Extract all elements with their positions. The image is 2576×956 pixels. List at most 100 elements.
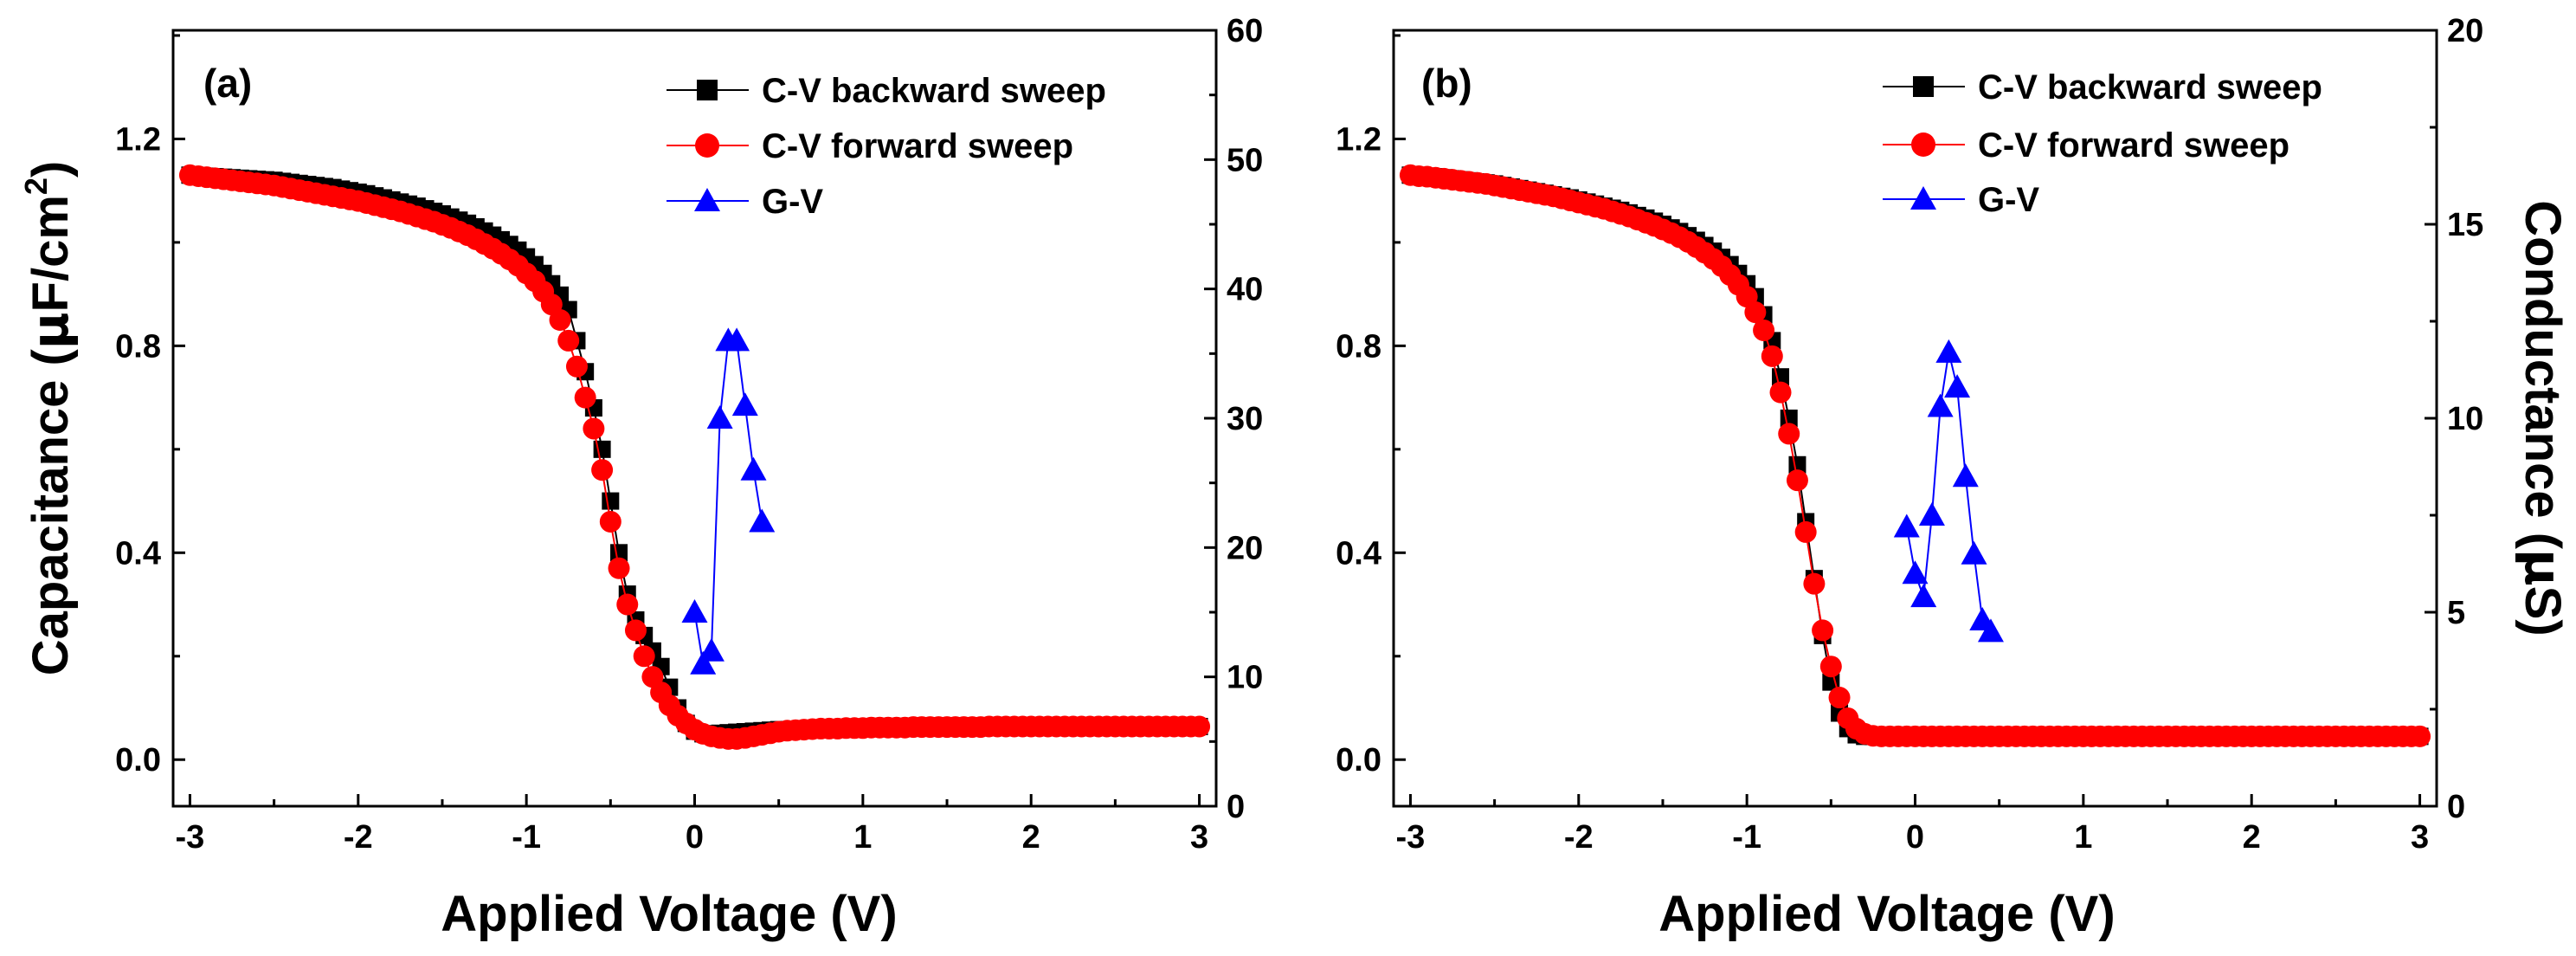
panel-a-data-point-forward: [633, 645, 655, 668]
panel-a-data-point-gv: [749, 508, 776, 533]
panel-a-x-tick-label: 1: [853, 819, 872, 856]
panel-a-legend-label-forward: C-V forward sweep: [762, 127, 1073, 165]
panel-b-series-line-backward: [1410, 174, 2420, 738]
panel-b-ticks-layer: -3 -2 -1 0 1 2 3 0.0 0.4 0.8 1.2 0 5 10 15 20: [1336, 13, 2483, 856]
panel-b-y-tick-label: 0.4: [1336, 535, 1381, 572]
panel-a-legend-item-gv: G-V: [667, 183, 823, 221]
panel-a-legend-item-backward: C-V backward sweep: [667, 72, 1106, 110]
panel-b-y2-tick-label: 20: [2447, 13, 2483, 49]
circle-marker-icon: [1911, 132, 1935, 157]
panel-b-legend-item-forward: C-V forward sweep: [1883, 126, 2289, 165]
panel-b-data-point-forward: [2409, 725, 2431, 747]
panel-a-data-point-forward: [608, 557, 630, 579]
panel-b-data-point-forward: [1794, 520, 1817, 543]
panel-a-data-point-forward: [1188, 715, 1211, 738]
panel-b-series-backward: [1401, 166, 2429, 746]
panel-a-y2-tick-label: 50: [1227, 142, 1263, 178]
panel-a-series-line-forward: [190, 174, 1200, 740]
panel-a-x-tick-label: 0: [686, 819, 704, 856]
panel-a-y2-tick-label: 10: [1227, 660, 1263, 696]
panel-a-x-tick-label: -3: [176, 819, 205, 856]
panel-a-series-line-backward: [190, 174, 1200, 735]
panel-a-y-tick-label: 1.2: [115, 121, 161, 158]
panel-a-y-tick-label: 0.0: [115, 742, 161, 778]
panel-b-data-point-forward: [1812, 619, 1834, 642]
panel-a-y-tick-label: 0.8: [115, 328, 161, 365]
panel-a-y-tick-label: 0.4: [115, 535, 161, 572]
panel-a-x-tick-label: -1: [512, 819, 541, 856]
square-marker-icon: [1913, 76, 1934, 97]
panel-a-legend-label-gv: G-V: [762, 183, 823, 221]
panel-b-y2-tick-label: 10: [2447, 401, 2483, 437]
panel-a-series-forward: [178, 164, 1211, 750]
panel-b-label: (b): [1421, 61, 1472, 106]
panel-b-series-forward: [1399, 164, 2431, 747]
panel-a-data-point-gv: [681, 599, 708, 623]
panel-b-chart: -3 -2 -1 0 1 2 3 0.0 0.4 0.8 1.2 0 5 10 15 20 (b) C-V b…: [1336, 13, 2573, 942]
panel-b-data-point-forward: [1753, 319, 1775, 341]
panel-a-x-tick-label: 3: [1190, 819, 1208, 856]
panel-a-data-point-forward: [549, 309, 571, 332]
panel-b-data-point-forward: [1786, 469, 1808, 492]
panel-b-x-tick-label: -2: [1564, 819, 1594, 856]
panel-a-x-tick-label: 2: [1022, 819, 1040, 856]
panel-a-y2-tick-label: 20: [1227, 530, 1263, 566]
panel-b-data-point-gv: [1902, 560, 1929, 585]
panel-b-data-point-backward: [1822, 673, 1840, 691]
panel-a-series-backward: [181, 166, 1208, 743]
square-marker-icon: [697, 80, 718, 100]
panel-a-data-point-forward: [557, 329, 580, 352]
panel-a-series-layer: [178, 164, 1211, 750]
panel-a-data-point-gv: [740, 456, 767, 481]
panel-b-data-point-gv: [1977, 618, 2004, 643]
panel-b-x-tick-label: -3: [1396, 819, 1426, 856]
panel-b-data-point-gv: [1927, 393, 1954, 417]
panel-a-legend-item-forward: C-V forward sweep: [667, 127, 1073, 165]
panel-b-series-layer: [1399, 164, 2431, 747]
panel-a-data-point-gv: [706, 405, 733, 429]
panel-b-legend-label-gv: G-V: [1978, 181, 2039, 219]
panel-b-legend-item-gv: G-V: [1883, 181, 2039, 219]
panel-a-data-point-forward: [616, 593, 639, 616]
panel-a-data-point-backward: [602, 492, 620, 510]
panel-b-data-point-gv: [1918, 502, 1945, 526]
panel-a-data-point-forward: [599, 510, 621, 533]
panel-b-y-tick-label: 0.0: [1336, 742, 1381, 778]
panel-b-data-point-gv: [1935, 339, 1962, 363]
panel-b-y2-tick-label: 15: [2447, 207, 2483, 243]
panel-a-data-point-forward: [583, 417, 605, 440]
panel-a-series-gv: [681, 327, 776, 675]
panel-b-y-tick-label: 0.8: [1336, 328, 1381, 365]
panel-b-y-tick-label: 1.2: [1336, 121, 1381, 158]
panel-b-legend-item-backward: C-V backward sweep: [1883, 68, 2322, 107]
panel-b-data-point-forward: [1744, 301, 1767, 324]
panel-b-data-point-forward: [1819, 656, 1842, 678]
panel-b-data-point-forward: [1803, 572, 1826, 595]
triangle-marker-icon: [694, 188, 720, 211]
panel-b-data-point-forward: [1761, 345, 1783, 367]
panel-a-series-line-gv: [693, 339, 763, 667]
panel-a-legend-label-backward: C-V backward sweep: [762, 72, 1106, 110]
panel-b-series-line-forward: [1410, 174, 2420, 738]
panel-b-data-point-forward: [1778, 423, 1800, 445]
panel-a-y2-tick-label: 0: [1227, 789, 1245, 825]
panel-b-series-gv: [1893, 339, 2004, 643]
panel-a-data-point-forward: [591, 459, 614, 481]
panel-a-data-point-forward: [565, 355, 588, 378]
panel-a-y-axis-title: Capacitance (μF/cm2): [18, 161, 80, 676]
panel-b-x-tick-label: 2: [2243, 819, 2261, 856]
panel-a-data-point-gv: [731, 392, 758, 417]
panel-a-x-tick-label: -2: [344, 819, 373, 856]
panel-a-data-point-gv: [690, 650, 717, 675]
panel-a-data-point-gv: [698, 637, 724, 662]
triangle-marker-icon: [1910, 186, 1936, 210]
panel-b-data-point-gv: [1944, 374, 1971, 398]
panel-b-y2-tick-label: 0: [2447, 789, 2465, 825]
panel-b-y2-tick-label: 5: [2447, 595, 2465, 631]
panel-b-data-point-gv: [1952, 463, 1979, 488]
panel-a-label: (a): [203, 61, 252, 106]
panel-b-x-tick-label: -1: [1732, 819, 1761, 856]
panel-a-ticks-layer: -3 -2 -1 0 1 2 3 0.0 0.4 0.8 1.2 0 10 20 30 40 50 60: [115, 13, 1263, 856]
panel-a-y2-tick-label: 60: [1227, 13, 1263, 49]
